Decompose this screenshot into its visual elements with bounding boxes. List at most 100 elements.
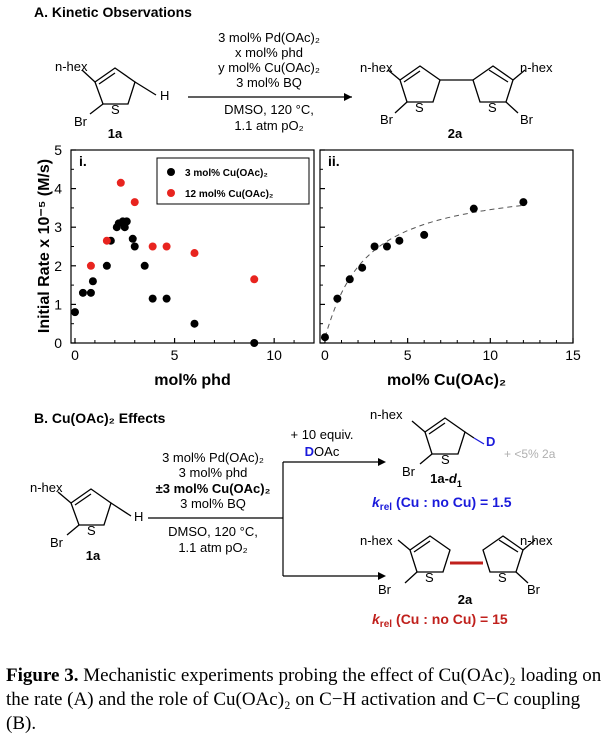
- data-point-series-1: [395, 236, 404, 245]
- pa-hex-left: n-hex: [360, 60, 393, 75]
- chart-panel-i: 0 5 10 0 1 2 3 4 5 i. mol% phd 3 mol% Cu(OAc)₂ 12 mo…: [36, 142, 315, 389]
- data-point-series-1: [190, 319, 199, 328]
- caption-label: Figure 3.: [6, 665, 79, 686]
- krel-sub-2: rel: [380, 619, 392, 630]
- data-point-series-1: [102, 261, 111, 270]
- sm-a-br-label: Br: [74, 114, 88, 129]
- sm-b-s-label: S: [87, 523, 96, 538]
- data-point-series-2: [116, 178, 125, 187]
- bithiophene-2b-structure: [397, 535, 536, 584]
- data-point-series-1: [78, 288, 87, 297]
- deut-compound-label: 1a-d1: [430, 471, 462, 489]
- data-point-series-1: [333, 294, 342, 303]
- data-point-series-1: [130, 242, 139, 251]
- data-point-series-1: [148, 294, 157, 303]
- x-tick-label: 5: [171, 347, 179, 363]
- krel-deut-value: (Cu : no Cu) = 1.5: [396, 494, 512, 510]
- plot-frame: [319, 149, 574, 344]
- rxn-a-reagent-3: y mol% Cu(OAc)₂: [218, 60, 320, 75]
- pa-s-right: S: [488, 100, 497, 115]
- data-point-series-1: [420, 230, 429, 239]
- pa-compound-label: 2a: [448, 126, 463, 141]
- data-point-series-1: [122, 217, 131, 226]
- rxn-b-branch-arrows: [282, 461, 384, 577]
- y-tick-label: 4: [54, 181, 62, 197]
- panel-label: i.: [79, 153, 87, 169]
- sm-b-br-label: Br: [50, 535, 64, 550]
- pb-hex-left: n-hex: [360, 533, 393, 548]
- x-tick-label: 0: [321, 347, 329, 363]
- y-tick-label: 3: [54, 219, 62, 235]
- thiophene-1a-structure: [81, 67, 157, 115]
- sm-a-hex-label: n-hex: [55, 59, 88, 74]
- deuterated-product-structure: [411, 417, 485, 465]
- rxn-a-reagent-1: 3 mol% Pd(OAc)₂: [218, 30, 320, 45]
- pb-s-left: S: [425, 570, 434, 585]
- y-axis-label: Initial Rate x 10⁻⁵ (M/s): [36, 159, 53, 333]
- legend-entry: 12 mol% Cu(OAc)₂: [185, 189, 273, 200]
- x-tick-label: 10: [266, 347, 282, 363]
- rxn-a-condition-1: DMSO, 120 °C,: [224, 102, 314, 117]
- data-point-series-1: [128, 234, 137, 243]
- pb-br-left: Br: [378, 582, 392, 597]
- deut-s-label: S: [441, 452, 450, 467]
- x-tick-label: 5: [404, 347, 412, 363]
- data-point-series-1: [358, 263, 367, 272]
- x-tick-label: 0: [71, 347, 79, 363]
- krel-deuteration: krel (Cu : no Cu) = 1.5: [372, 494, 512, 513]
- krel-coupling-value: (Cu : no Cu) = 15: [396, 611, 508, 627]
- data-point-series-1: [370, 242, 379, 251]
- sm-a-s-label: S: [111, 102, 120, 117]
- data-point-series-2: [130, 198, 139, 207]
- rxn-b-arrowhead-top: [378, 458, 386, 466]
- sm-b-hex-label: n-hex: [30, 480, 63, 495]
- data-point-series-2: [162, 242, 171, 251]
- section-a-title: A. Kinetic Observations: [34, 4, 192, 20]
- y-tick-label: 1: [54, 296, 62, 312]
- sm-b-compound-label: 1a: [86, 548, 101, 563]
- panel-label: ii.: [328, 153, 340, 169]
- data-point-series-1: [320, 333, 329, 342]
- y-tick-label: 2: [54, 258, 62, 274]
- rxn-b-condition-2: 1.1 atm pO₂: [178, 540, 247, 555]
- additive-line-1: + 10 equiv.: [290, 427, 353, 442]
- rxn-b-reagent-4: 3 mol% BQ: [180, 496, 246, 511]
- sm-a-h-label: H: [160, 88, 169, 103]
- rxn-a-reagent-2: x mol% phd: [235, 45, 303, 60]
- data-point-series-2: [190, 249, 199, 258]
- rxn-b-reagent-3: ±3 mol% Cu(OAc)₂: [156, 481, 271, 496]
- krel-k: k: [372, 494, 381, 510]
- krel-sub: rel: [380, 502, 392, 513]
- pa-s-left: S: [415, 100, 424, 115]
- rxn-b-condition-1: DMSO, 120 °C,: [168, 524, 258, 539]
- data-point-series-1: [70, 308, 79, 317]
- rxn-b-reagent-1: 3 mol% Pd(OAc)₂: [162, 450, 264, 465]
- data-point-series-1: [345, 275, 354, 284]
- deut-hex-label: n-hex: [370, 407, 403, 422]
- section-b-title: B. Cu(OAc)₂ Effects: [34, 410, 166, 426]
- data-point-series-2: [148, 242, 157, 251]
- data-point-series-1: [140, 261, 149, 270]
- data-point-series-1: [382, 242, 391, 251]
- krel-k-2: k: [372, 611, 381, 627]
- deut-br-label: Br: [402, 464, 416, 479]
- pa-br-left: Br: [380, 112, 394, 127]
- data-point-series-1: [250, 339, 259, 347]
- additive-line-2: DOAc: [305, 444, 340, 459]
- sm-b-h-label: H: [134, 509, 143, 524]
- figure-caption: Figure 3. Mechanistic experiments probin…: [6, 664, 606, 736]
- deut-d-label: D: [486, 434, 495, 449]
- x-axis-label: mol% Cu(OAc)₂: [387, 372, 506, 389]
- legend-box: [156, 157, 310, 205]
- pb-s-right: S: [498, 570, 507, 585]
- chart-panel-ii: 0 5 10 15 ii. mol% Cu(OAc)₂: [319, 149, 581, 389]
- pb-hex-right: n-hex: [520, 533, 553, 548]
- rxn-b-arrowhead-bottom: [378, 572, 386, 580]
- caption-text: Mechanistic experiments probing the effe…: [6, 665, 602, 734]
- thiophene-1b-structure: [57, 488, 132, 536]
- data-point-series-1: [519, 198, 528, 207]
- data-point-series-1: [86, 288, 95, 297]
- legend-marker: [167, 189, 175, 197]
- data-point-series-1: [162, 294, 171, 303]
- x-tick-label: 10: [483, 347, 499, 363]
